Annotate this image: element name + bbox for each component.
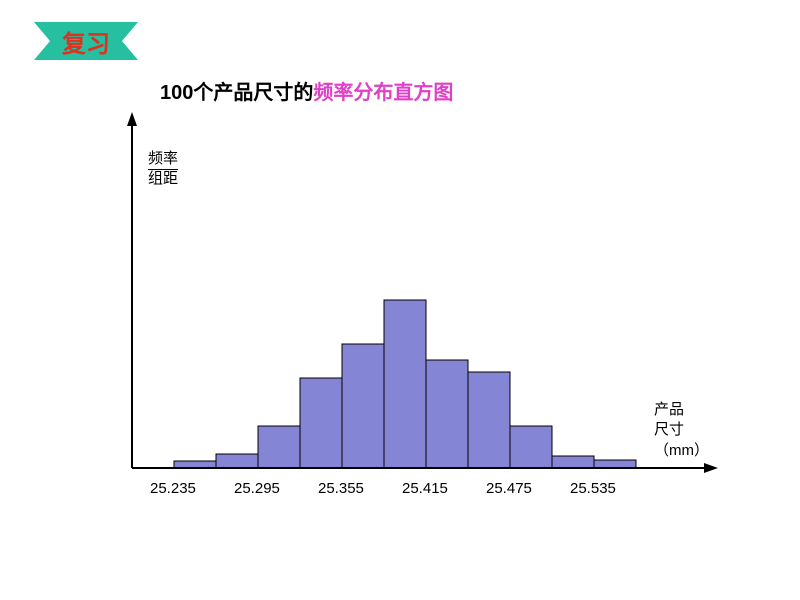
- x-axis-unit-line1: 产品: [654, 401, 684, 418]
- histogram-bar: [216, 454, 258, 468]
- x-axis-unit: 产品 尺寸 （mm）: [654, 400, 709, 461]
- x-axis-unit-line3: （mm）: [654, 442, 709, 459]
- chart-title-head: 100个产品尺寸的: [160, 82, 313, 104]
- y-axis-label: 频率 组距: [148, 150, 178, 189]
- histogram-bar: [594, 460, 636, 468]
- x-tick-labels: 25.235 25.295 25.355 25.415 25.475 25.535: [80, 480, 720, 504]
- x-tick-label: 25.535: [570, 480, 616, 497]
- ribbon-text: 复习: [62, 24, 110, 59]
- x-axis-unit-line2: 尺寸: [654, 421, 684, 438]
- histogram-bar: [426, 360, 468, 468]
- ribbon-notch-right: [122, 22, 138, 60]
- x-tick-label: 25.235: [150, 480, 196, 497]
- review-ribbon: 复习: [34, 22, 138, 60]
- x-tick-label: 25.355: [318, 480, 364, 497]
- chart-title-tail: 频率分布直方图: [313, 82, 453, 104]
- x-tick-label: 25.295: [234, 480, 280, 497]
- histogram-bar: [468, 372, 510, 468]
- y-axis-label-bottom: 组距: [148, 170, 178, 187]
- ribbon-notch-left: [34, 22, 50, 60]
- x-tick-label: 25.415: [402, 480, 448, 497]
- x-tick-label: 25.475: [486, 480, 532, 497]
- histogram-bar: [258, 426, 300, 468]
- histogram-bar: [174, 461, 216, 468]
- histogram-chart: 频率 组距 产品 尺寸 （mm） 25.235 25.295 25.355 25.41…: [80, 112, 720, 552]
- ribbon-body: 复习: [50, 22, 122, 60]
- histogram-bar: [342, 344, 384, 468]
- histogram-bar: [510, 426, 552, 468]
- histogram-bar: [384, 300, 426, 468]
- chart-title: 100个产品尺寸的频率分布直方图: [160, 76, 453, 105]
- histogram-bar: [552, 456, 594, 468]
- histogram-bar: [300, 378, 342, 468]
- y-axis-label-top: 频率: [148, 150, 178, 170]
